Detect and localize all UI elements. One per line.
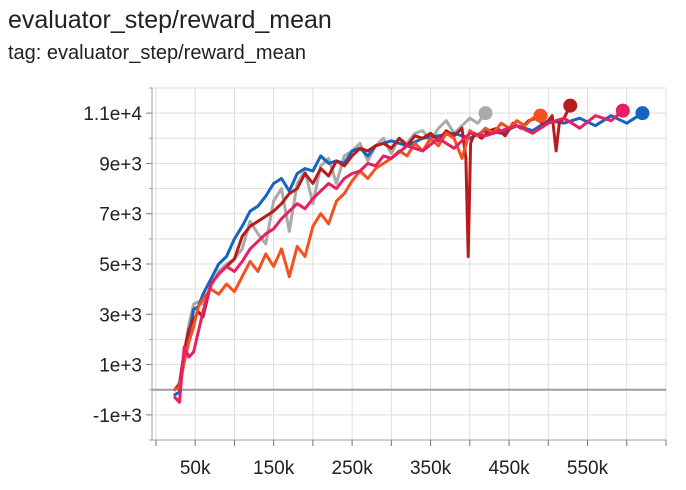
x-tick-label: 450k [488,458,530,479]
series-line-4[interactable] [173,109,625,404]
axes [146,87,667,446]
series-end-marker-1[interactable] [635,106,650,121]
series-line-0[interactable] [173,111,487,392]
grid-lines [152,87,667,441]
y-tick-label: 1e+3 [99,356,142,377]
y-tick-label: 5e+3 [99,255,142,276]
x-tick-label: 250k [332,458,374,479]
y-tick-label: 3e+3 [99,305,142,326]
y-tick-label: 1.1e+4 [83,104,142,125]
y-tick-label: 9e+3 [99,154,142,175]
y-tick-label: -1e+3 [93,406,142,427]
series-end-marker-0[interactable] [478,106,493,121]
x-tick-label: 350k [410,458,452,479]
chart-title: evaluator_step/reward_mean [8,6,332,34]
series-end-marker-2[interactable] [563,98,578,113]
x-tick-label: 550k [567,458,609,479]
series-end-marker-4[interactable] [615,103,630,118]
chart-tag-subtitle: tag: evaluator_step/reward_mean [8,42,306,64]
x-tick-label: 50k [180,458,211,479]
y-tick-label: 7e+3 [99,205,142,226]
x-tick-label: 150k [253,458,295,479]
series-lines [173,98,650,404]
series-end-marker-3[interactable] [533,108,548,123]
tick-labels: -1e+3 1e+3 3e+3 5e+3 7e+3 9e+3 1.1e+4 50k 150k 25… [83,104,608,479]
